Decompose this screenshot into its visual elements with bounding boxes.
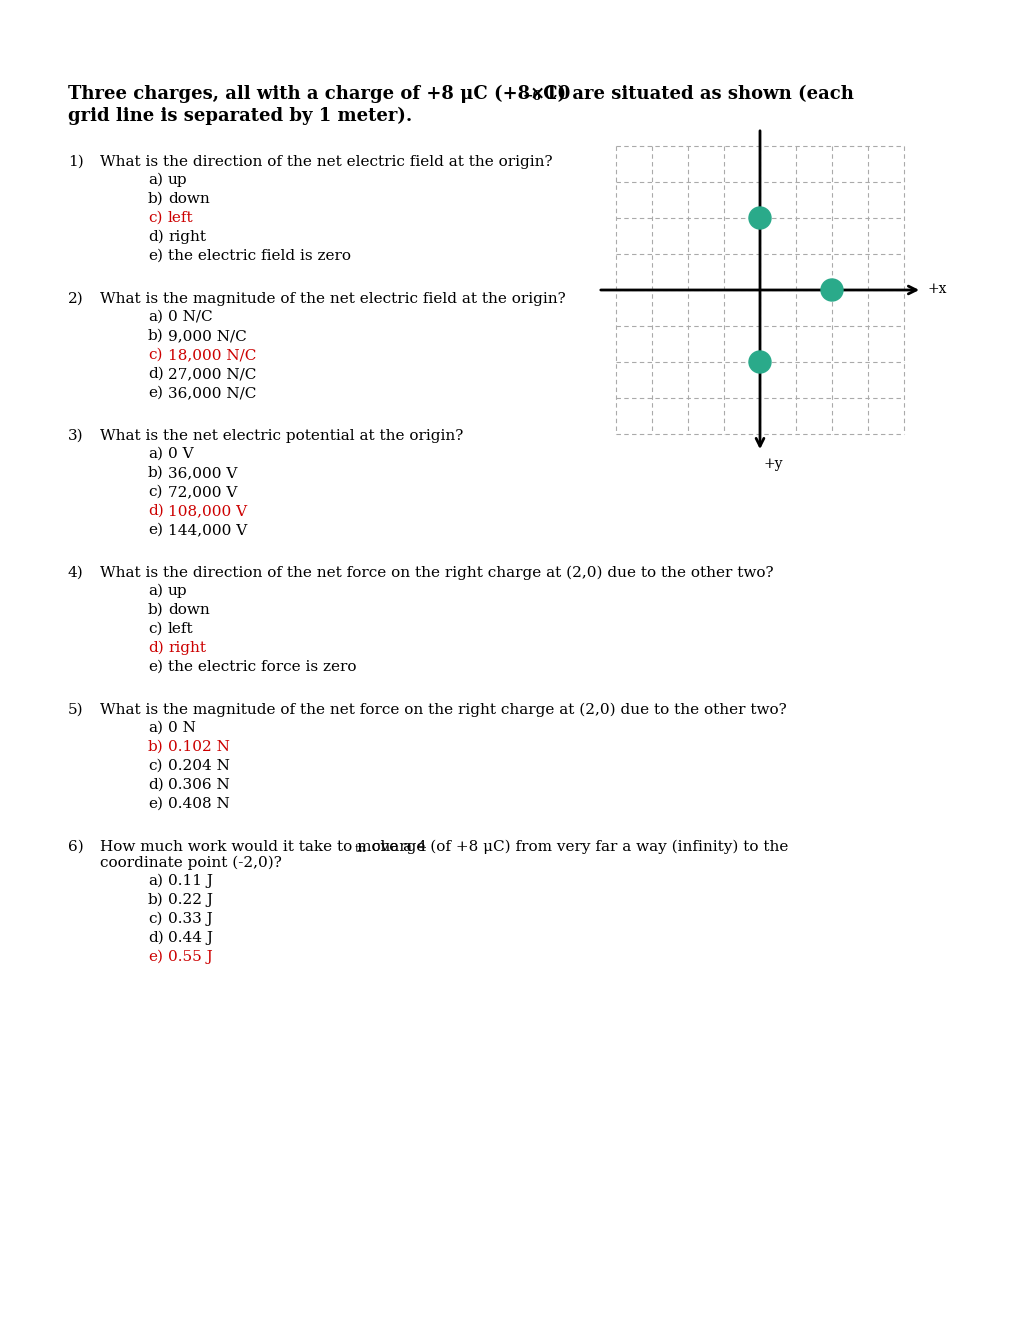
Text: What is the magnitude of the net force on the right charge at (2,0) due to the o: What is the magnitude of the net force o…: [100, 704, 786, 717]
Text: 5): 5): [68, 704, 84, 717]
Text: th: th: [355, 843, 367, 854]
Text: 72,000 V: 72,000 V: [168, 484, 237, 499]
Text: c): c): [148, 759, 162, 774]
Text: 2): 2): [68, 292, 84, 306]
Text: d): d): [148, 504, 164, 517]
Text: C) are situated as shown (each: C) are situated as shown (each: [536, 84, 853, 103]
Text: 0.408 N: 0.408 N: [168, 797, 229, 810]
Text: up: up: [168, 583, 187, 598]
Text: Three charges, all with a charge of +8 μC (+8×10: Three charges, all with a charge of +8 μ…: [68, 84, 570, 103]
Text: 0 V: 0 V: [168, 447, 194, 461]
Text: left: left: [168, 622, 194, 636]
Text: e): e): [148, 249, 163, 263]
Text: 6): 6): [68, 840, 84, 854]
Text: 0.11 J: 0.11 J: [168, 874, 213, 888]
Text: b): b): [148, 466, 164, 480]
Text: d): d): [148, 777, 164, 792]
Text: right: right: [168, 230, 206, 244]
Text: 36,000 N/C: 36,000 N/C: [168, 385, 256, 400]
Text: a): a): [148, 583, 163, 598]
Text: What is the direction of the net force on the right charge at (2,0) due to the o: What is the direction of the net force o…: [100, 566, 772, 581]
Text: e): e): [148, 950, 163, 964]
Text: e): e): [148, 660, 163, 675]
Text: What is the net electric potential at the origin?: What is the net electric potential at th…: [100, 429, 463, 444]
Text: the electric force is zero: the electric force is zero: [168, 660, 357, 675]
Text: b): b): [148, 191, 164, 206]
Text: a): a): [148, 874, 163, 888]
Text: 0.44 J: 0.44 J: [168, 931, 213, 945]
Text: 144,000 V: 144,000 V: [168, 523, 247, 537]
Text: 0.33 J: 0.33 J: [168, 912, 213, 927]
Text: c): c): [148, 348, 162, 362]
Text: left: left: [168, 211, 194, 224]
Text: e): e): [148, 523, 163, 537]
Text: 0.22 J: 0.22 J: [168, 894, 213, 907]
Text: 0.204 N: 0.204 N: [168, 759, 229, 774]
Text: 3): 3): [68, 429, 84, 444]
Text: c): c): [148, 211, 162, 224]
Text: 0.102 N: 0.102 N: [168, 741, 229, 754]
Text: 9,000 N/C: 9,000 N/C: [168, 329, 247, 343]
Text: right: right: [168, 642, 206, 655]
Text: b): b): [148, 329, 164, 343]
Circle shape: [820, 279, 842, 301]
Text: 108,000 V: 108,000 V: [168, 504, 247, 517]
Text: 0 N: 0 N: [168, 721, 196, 735]
Text: the electric field is zero: the electric field is zero: [168, 249, 351, 263]
Text: d): d): [148, 230, 164, 244]
Text: down: down: [168, 191, 210, 206]
Text: b): b): [148, 894, 164, 907]
Text: charge (of +8 μC) from very far a way (infinity) to the: charge (of +8 μC) from very far a way (i…: [367, 840, 788, 854]
Text: c): c): [148, 622, 162, 636]
Text: grid line is separated by 1 meter).: grid line is separated by 1 meter).: [68, 107, 412, 125]
Text: 4): 4): [68, 566, 84, 579]
Text: 27,000 N/C: 27,000 N/C: [168, 367, 256, 381]
Text: a): a): [148, 173, 163, 187]
Text: a): a): [148, 721, 163, 735]
Text: 18,000 N/C: 18,000 N/C: [168, 348, 256, 362]
Text: e): e): [148, 797, 163, 810]
Text: 36,000 V: 36,000 V: [168, 466, 237, 480]
Text: What is the magnitude of the net electric field at the origin?: What is the magnitude of the net electri…: [100, 292, 566, 306]
Text: +y: +y: [763, 457, 783, 471]
Text: b): b): [148, 741, 164, 754]
Text: a): a): [148, 447, 163, 461]
Text: a): a): [148, 310, 163, 323]
Text: up: up: [168, 173, 187, 187]
Text: e): e): [148, 385, 163, 400]
Text: How much work would it take to move a 4: How much work would it take to move a 4: [100, 840, 426, 854]
Text: b): b): [148, 603, 164, 616]
Text: 0.55 J: 0.55 J: [168, 950, 213, 964]
Text: c): c): [148, 484, 162, 499]
Text: 0 N/C: 0 N/C: [168, 310, 212, 323]
Text: down: down: [168, 603, 210, 616]
Text: d): d): [148, 642, 164, 655]
Text: 1): 1): [68, 154, 84, 169]
Text: coordinate point (-2,0)?: coordinate point (-2,0)?: [100, 855, 281, 870]
Text: c): c): [148, 912, 162, 927]
Text: 0.306 N: 0.306 N: [168, 777, 229, 792]
Text: +x: +x: [927, 282, 947, 296]
Text: d): d): [148, 367, 164, 381]
Circle shape: [748, 207, 770, 228]
Text: −6: −6: [523, 90, 541, 103]
Text: What is the direction of the net electric field at the origin?: What is the direction of the net electri…: [100, 154, 552, 169]
Circle shape: [748, 351, 770, 374]
Text: d): d): [148, 931, 164, 945]
